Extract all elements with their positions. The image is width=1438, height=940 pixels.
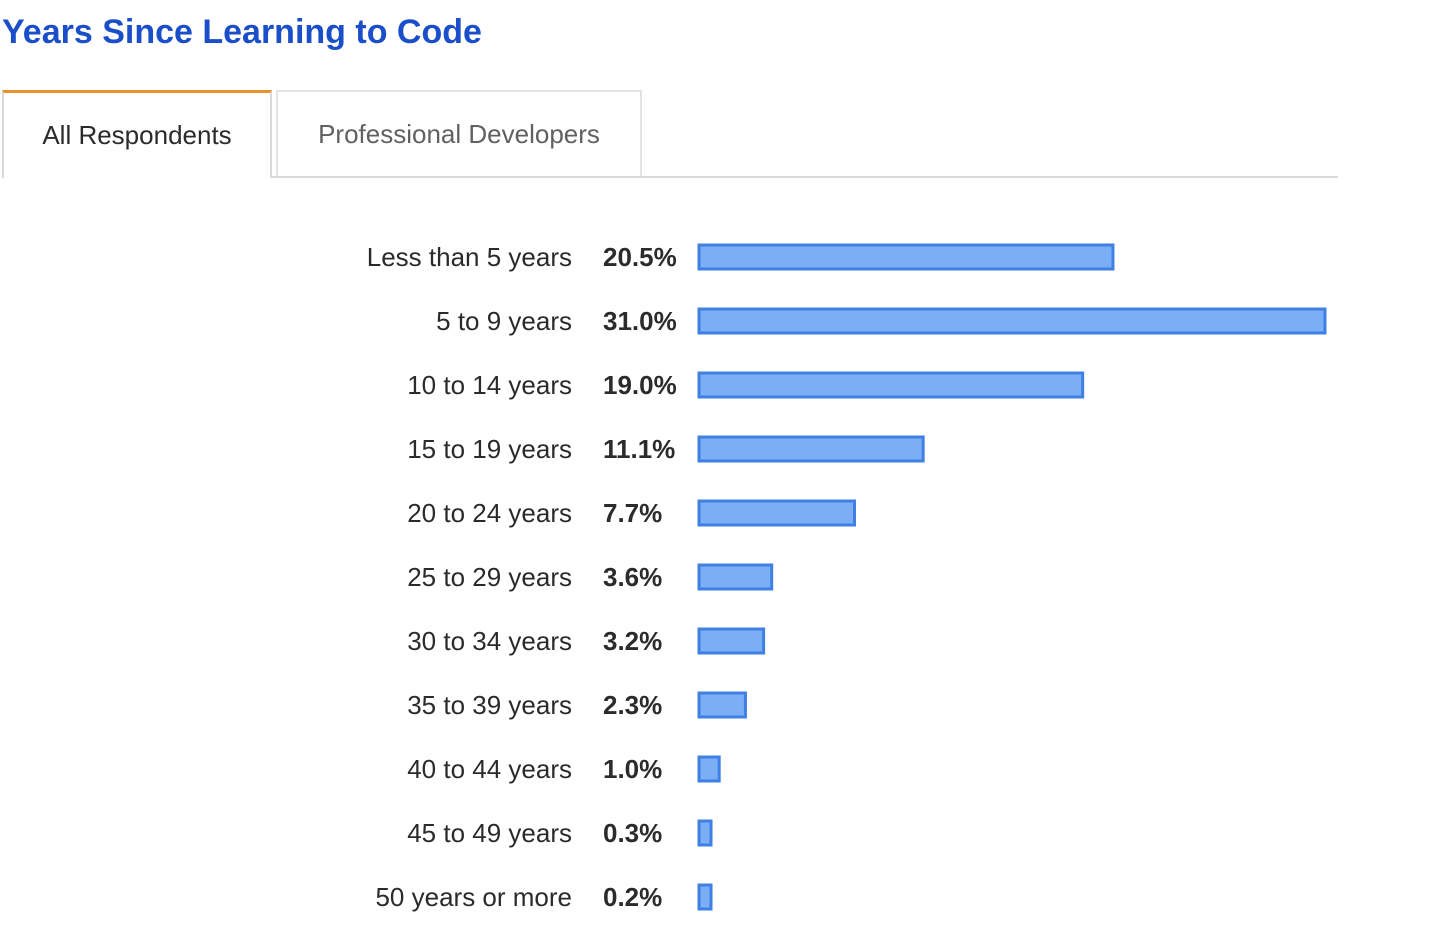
category-label: 15 to 19 years [407, 434, 572, 464]
value-label: 31.0% [603, 306, 677, 336]
bar[interactable] [697, 371, 1085, 399]
bar[interactable] [697, 755, 721, 783]
value-label: 20.5% [603, 242, 677, 272]
tab-bar: All Respondents Professional Developers [2, 90, 1338, 178]
category-label: 10 to 14 years [407, 370, 572, 400]
value-label: 7.7% [603, 498, 662, 528]
value-label: 3.6% [603, 562, 662, 592]
category-label: 50 years or more [375, 882, 572, 912]
bar[interactable] [697, 627, 766, 655]
value-label: 19.0% [603, 370, 677, 400]
value-label: 2.3% [603, 690, 662, 720]
category-label: 35 to 39 years [407, 690, 572, 720]
bar-chart: Less than 5 years 20.5% 5 to 9 years 31.0% 1… [367, 242, 1327, 912]
bar[interactable] [697, 307, 1327, 335]
value-label: 3.2% [603, 626, 662, 656]
bar[interactable] [697, 435, 925, 463]
tab-professional-developers[interactable]: Professional Developers [276, 90, 642, 176]
category-label: 25 to 29 years [407, 562, 572, 592]
value-label: 11.1% [603, 434, 675, 464]
bar[interactable] [697, 819, 713, 847]
category-label: 45 to 49 years [407, 818, 572, 848]
category-label: 30 to 34 years [407, 626, 572, 656]
value-label: 0.3% [603, 818, 662, 848]
bar[interactable] [697, 563, 774, 591]
category-label: Less than 5 years [367, 242, 572, 272]
bar[interactable] [697, 499, 856, 527]
bar[interactable] [697, 243, 1115, 271]
bar[interactable] [697, 691, 747, 719]
page-title: Years Since Learning to Code [2, 13, 482, 51]
category-label: 5 to 9 years [436, 306, 572, 336]
tab-all-respondents[interactable]: All Respondents [2, 90, 272, 178]
category-label: 20 to 24 years [407, 498, 572, 528]
value-label: 1.0% [603, 754, 662, 784]
category-label: 40 to 44 years [407, 754, 572, 784]
value-label: 0.2% [603, 882, 662, 912]
bar[interactable] [697, 883, 713, 911]
